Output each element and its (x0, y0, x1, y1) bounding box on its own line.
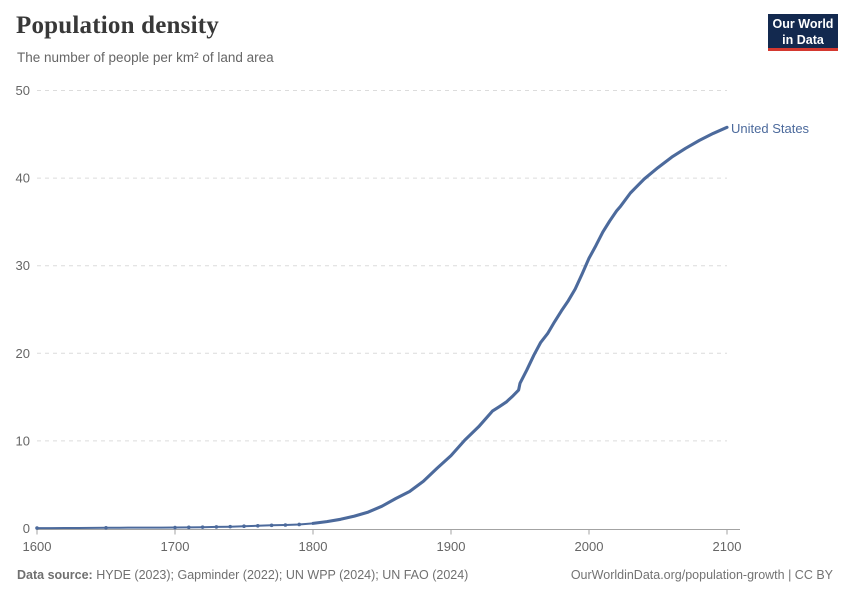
x-tick-label-1600: 1600 (23, 539, 52, 554)
y-tick-label-40: 40 (16, 171, 30, 186)
series-marker-1780 (283, 523, 288, 527)
owid-logo-line1: Our World (772, 17, 834, 31)
data-source-text: HYDE (2023); Gapminder (2022); UN WPP (2… (92, 568, 469, 582)
attribution-link[interactable]: OurWorldinData.org/population-growth | C… (570, 568, 833, 582)
series-marker-1760 (255, 523, 260, 528)
x-tick-label-1900: 1900 (437, 539, 466, 554)
series-marker-1750 (242, 524, 246, 529)
series-marker-1650 (104, 525, 108, 530)
series-marker-1790 (297, 522, 302, 527)
owid-logo-line2: in Data (782, 32, 824, 47)
series-line-dense-united-states[interactable] (311, 125, 729, 525)
series-marker-1700 (173, 525, 177, 530)
series-line-united-states[interactable] (36, 126, 728, 530)
y-tick-label-10: 10 (16, 433, 30, 448)
series-marker-1600 (35, 526, 39, 530)
x-tick-label-2100: 2100 (713, 539, 742, 554)
series-marker-1710 (187, 525, 191, 530)
series-marker-1730 (214, 525, 219, 529)
y-tick-label-30: 30 (16, 258, 30, 273)
y-tick-label-20: 20 (16, 346, 30, 361)
chart-footer: Data source: HYDE (2023); Gapminder (202… (17, 568, 833, 582)
x-tick-label-2000: 2000 (575, 539, 604, 554)
series-marker-1720 (200, 525, 205, 529)
series-label-united-states[interactable]: United States (731, 121, 810, 136)
page-subtitle: The number of people per km² of land are… (17, 50, 274, 65)
x-tick-label-1700: 1700 (161, 539, 190, 554)
owid-logo[interactable]: Our World in Data (768, 14, 838, 51)
series-marker-1740 (228, 524, 232, 529)
data-source-label: Data source: (17, 568, 93, 582)
series-marker-1770 (269, 523, 274, 528)
x-tick-label-1800: 1800 (299, 539, 328, 554)
y-tick-label-0: 0 (23, 521, 30, 536)
page-title: Population density (16, 12, 219, 39)
y-tick-label-50: 50 (16, 83, 30, 98)
data-source: Data source: HYDE (2023); Gapminder (202… (17, 568, 468, 582)
